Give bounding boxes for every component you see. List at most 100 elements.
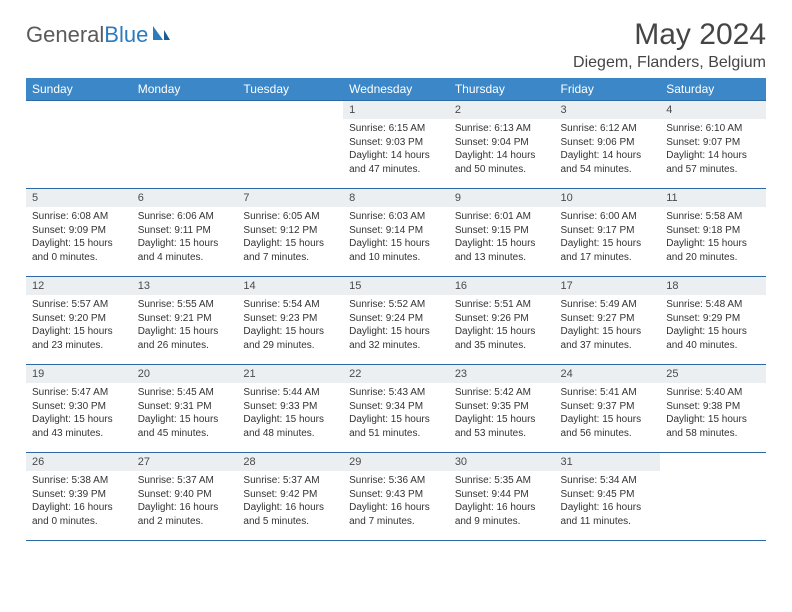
- logo-text-blue: Blue: [104, 22, 148, 48]
- calendar-cell: 23Sunrise: 5:42 AMSunset: 9:35 PMDayligh…: [449, 365, 555, 453]
- day-number: 14: [237, 277, 343, 295]
- day-number: 16: [449, 277, 555, 295]
- day-details: Sunrise: 6:10 AMSunset: 9:07 PMDaylight:…: [660, 119, 766, 180]
- day-number: 19: [26, 365, 132, 383]
- day-header: Friday: [555, 78, 661, 101]
- calendar-cell: 30Sunrise: 5:35 AMSunset: 9:44 PMDayligh…: [449, 453, 555, 541]
- day-number: 29: [343, 453, 449, 471]
- day-number: 5: [26, 189, 132, 207]
- day-header-row: SundayMondayTuesdayWednesdayThursdayFrid…: [26, 78, 766, 101]
- calendar-table: SundayMondayTuesdayWednesdayThursdayFrid…: [26, 78, 766, 541]
- calendar-cell: 26Sunrise: 5:38 AMSunset: 9:39 PMDayligh…: [26, 453, 132, 541]
- day-details: Sunrise: 6:08 AMSunset: 9:09 PMDaylight:…: [26, 207, 132, 268]
- calendar-cell: 5Sunrise: 6:08 AMSunset: 9:09 PMDaylight…: [26, 189, 132, 277]
- day-number: 28: [237, 453, 343, 471]
- month-title: May 2024: [573, 18, 766, 52]
- calendar-cell: 13Sunrise: 5:55 AMSunset: 9:21 PMDayligh…: [132, 277, 238, 365]
- day-details: Sunrise: 5:58 AMSunset: 9:18 PMDaylight:…: [660, 207, 766, 268]
- logo-sail-icon: [151, 22, 171, 48]
- day-number: 12: [26, 277, 132, 295]
- logo: GeneralBlue: [26, 18, 171, 48]
- calendar-cell: 9Sunrise: 6:01 AMSunset: 9:15 PMDaylight…: [449, 189, 555, 277]
- calendar-cell-empty: [132, 101, 238, 189]
- day-number: 26: [26, 453, 132, 471]
- calendar-cell: 8Sunrise: 6:03 AMSunset: 9:14 PMDaylight…: [343, 189, 449, 277]
- day-details: Sunrise: 5:35 AMSunset: 9:44 PMDaylight:…: [449, 471, 555, 532]
- day-number: 21: [237, 365, 343, 383]
- calendar-cell: 17Sunrise: 5:49 AMSunset: 9:27 PMDayligh…: [555, 277, 661, 365]
- day-details: Sunrise: 6:01 AMSunset: 9:15 PMDaylight:…: [449, 207, 555, 268]
- calendar-cell: 10Sunrise: 6:00 AMSunset: 9:17 PMDayligh…: [555, 189, 661, 277]
- calendar-cell: 3Sunrise: 6:12 AMSunset: 9:06 PMDaylight…: [555, 101, 661, 189]
- day-number: 3: [555, 101, 661, 119]
- day-details: Sunrise: 5:49 AMSunset: 9:27 PMDaylight:…: [555, 295, 661, 356]
- day-number: 4: [660, 101, 766, 119]
- day-details: Sunrise: 5:38 AMSunset: 9:39 PMDaylight:…: [26, 471, 132, 532]
- day-header: Monday: [132, 78, 238, 101]
- day-details: Sunrise: 6:13 AMSunset: 9:04 PMDaylight:…: [449, 119, 555, 180]
- calendar-cell: 31Sunrise: 5:34 AMSunset: 9:45 PMDayligh…: [555, 453, 661, 541]
- day-number: 31: [555, 453, 661, 471]
- calendar-cell: 6Sunrise: 6:06 AMSunset: 9:11 PMDaylight…: [132, 189, 238, 277]
- day-number: 9: [449, 189, 555, 207]
- calendar-row: 19Sunrise: 5:47 AMSunset: 9:30 PMDayligh…: [26, 365, 766, 453]
- day-details: Sunrise: 5:47 AMSunset: 9:30 PMDaylight:…: [26, 383, 132, 444]
- calendar-body: 1Sunrise: 6:15 AMSunset: 9:03 PMDaylight…: [26, 101, 766, 541]
- calendar-cell: 11Sunrise: 5:58 AMSunset: 9:18 PMDayligh…: [660, 189, 766, 277]
- day-details: Sunrise: 5:55 AMSunset: 9:21 PMDaylight:…: [132, 295, 238, 356]
- day-header: Sunday: [26, 78, 132, 101]
- calendar-cell: 24Sunrise: 5:41 AMSunset: 9:37 PMDayligh…: [555, 365, 661, 453]
- day-number: 7: [237, 189, 343, 207]
- day-details: Sunrise: 5:36 AMSunset: 9:43 PMDaylight:…: [343, 471, 449, 532]
- calendar-cell: 2Sunrise: 6:13 AMSunset: 9:04 PMDaylight…: [449, 101, 555, 189]
- header: GeneralBlue May 2024 Diegem, Flanders, B…: [26, 18, 766, 72]
- location: Diegem, Flanders, Belgium: [573, 54, 766, 72]
- day-number: 6: [132, 189, 238, 207]
- day-number: 24: [555, 365, 661, 383]
- calendar-cell: 28Sunrise: 5:37 AMSunset: 9:42 PMDayligh…: [237, 453, 343, 541]
- calendar-row: 26Sunrise: 5:38 AMSunset: 9:39 PMDayligh…: [26, 453, 766, 541]
- calendar-cell-empty: [660, 453, 766, 541]
- day-number: 13: [132, 277, 238, 295]
- calendar-row: 5Sunrise: 6:08 AMSunset: 9:09 PMDaylight…: [26, 189, 766, 277]
- day-details: Sunrise: 6:03 AMSunset: 9:14 PMDaylight:…: [343, 207, 449, 268]
- calendar-cell: 22Sunrise: 5:43 AMSunset: 9:34 PMDayligh…: [343, 365, 449, 453]
- calendar-cell: 12Sunrise: 5:57 AMSunset: 9:20 PMDayligh…: [26, 277, 132, 365]
- day-number: 23: [449, 365, 555, 383]
- day-details: Sunrise: 6:06 AMSunset: 9:11 PMDaylight:…: [132, 207, 238, 268]
- day-header: Saturday: [660, 78, 766, 101]
- title-block: May 2024 Diegem, Flanders, Belgium: [573, 18, 766, 72]
- calendar-cell: 21Sunrise: 5:44 AMSunset: 9:33 PMDayligh…: [237, 365, 343, 453]
- day-details: Sunrise: 5:48 AMSunset: 9:29 PMDaylight:…: [660, 295, 766, 356]
- calendar-cell-empty: [26, 101, 132, 189]
- day-details: Sunrise: 5:37 AMSunset: 9:42 PMDaylight:…: [237, 471, 343, 532]
- day-details: Sunrise: 6:00 AMSunset: 9:17 PMDaylight:…: [555, 207, 661, 268]
- day-number: 10: [555, 189, 661, 207]
- day-number: 1: [343, 101, 449, 119]
- day-header: Tuesday: [237, 78, 343, 101]
- day-details: Sunrise: 5:44 AMSunset: 9:33 PMDaylight:…: [237, 383, 343, 444]
- calendar-cell: 29Sunrise: 5:36 AMSunset: 9:43 PMDayligh…: [343, 453, 449, 541]
- day-number: 22: [343, 365, 449, 383]
- calendar-cell: 27Sunrise: 5:37 AMSunset: 9:40 PMDayligh…: [132, 453, 238, 541]
- day-number: 8: [343, 189, 449, 207]
- day-details: Sunrise: 5:57 AMSunset: 9:20 PMDaylight:…: [26, 295, 132, 356]
- calendar-cell: 4Sunrise: 6:10 AMSunset: 9:07 PMDaylight…: [660, 101, 766, 189]
- day-details: Sunrise: 5:37 AMSunset: 9:40 PMDaylight:…: [132, 471, 238, 532]
- day-number: 2: [449, 101, 555, 119]
- day-number: 20: [132, 365, 238, 383]
- calendar-cell: 18Sunrise: 5:48 AMSunset: 9:29 PMDayligh…: [660, 277, 766, 365]
- day-header: Thursday: [449, 78, 555, 101]
- day-details: Sunrise: 5:54 AMSunset: 9:23 PMDaylight:…: [237, 295, 343, 356]
- day-details: Sunrise: 5:40 AMSunset: 9:38 PMDaylight:…: [660, 383, 766, 444]
- day-header: Wednesday: [343, 78, 449, 101]
- day-number: 30: [449, 453, 555, 471]
- calendar-cell: 25Sunrise: 5:40 AMSunset: 9:38 PMDayligh…: [660, 365, 766, 453]
- day-number: 27: [132, 453, 238, 471]
- calendar-page: GeneralBlue May 2024 Diegem, Flanders, B…: [0, 0, 792, 551]
- day-details: Sunrise: 5:43 AMSunset: 9:34 PMDaylight:…: [343, 383, 449, 444]
- calendar-row: 12Sunrise: 5:57 AMSunset: 9:20 PMDayligh…: [26, 277, 766, 365]
- day-details: Sunrise: 5:41 AMSunset: 9:37 PMDaylight:…: [555, 383, 661, 444]
- calendar-cell: 20Sunrise: 5:45 AMSunset: 9:31 PMDayligh…: [132, 365, 238, 453]
- day-details: Sunrise: 5:42 AMSunset: 9:35 PMDaylight:…: [449, 383, 555, 444]
